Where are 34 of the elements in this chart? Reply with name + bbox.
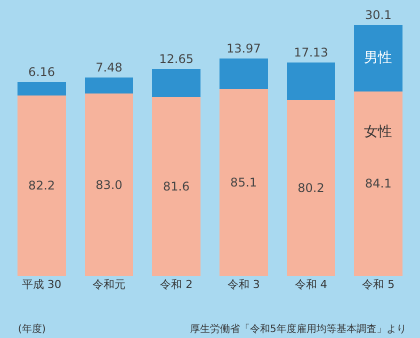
series-label: 女性	[364, 124, 392, 140]
bar	[84, 77, 134, 94]
series-label: 男性	[364, 50, 392, 66]
x-tick-label: 令和元	[92, 278, 126, 291]
data-label: 81.6	[162, 179, 190, 194]
bar	[354, 25, 403, 92]
bar	[152, 69, 201, 97]
text: 厚生労働省「令和5年度雇用均等基本調査」より	[190, 323, 406, 335]
bar	[17, 82, 66, 96]
x-tick-label: 令和 4	[294, 278, 328, 291]
bar	[286, 62, 336, 100]
x-tick-label: 令和 2	[160, 278, 193, 291]
bar	[152, 96, 201, 276]
data-label: 80.2	[298, 180, 324, 195]
data-label: 7.48	[96, 60, 122, 74]
data-label: 85.1	[230, 176, 258, 190]
data-label: 13.97	[226, 41, 261, 56]
bar	[354, 91, 403, 276]
x-tick-label: 令和 5	[362, 278, 395, 291]
data-label: 83.0	[96, 178, 122, 192]
data-label: 6.16	[28, 64, 56, 79]
bar	[286, 100, 336, 276]
data-label: 82.2	[28, 178, 56, 193]
data-label: 30.1	[364, 8, 392, 22]
data-label: 84.1	[364, 176, 392, 191]
x-tick-label: 令和 3	[227, 278, 260, 291]
bar	[219, 89, 268, 276]
x-tick-label: 平成 30	[22, 278, 62, 291]
bar	[17, 95, 66, 276]
data-label: 17.13	[294, 45, 328, 60]
text: (年度)	[18, 323, 46, 335]
data-label: 12.65	[159, 52, 194, 66]
bar	[219, 58, 268, 90]
bar	[84, 94, 134, 276]
